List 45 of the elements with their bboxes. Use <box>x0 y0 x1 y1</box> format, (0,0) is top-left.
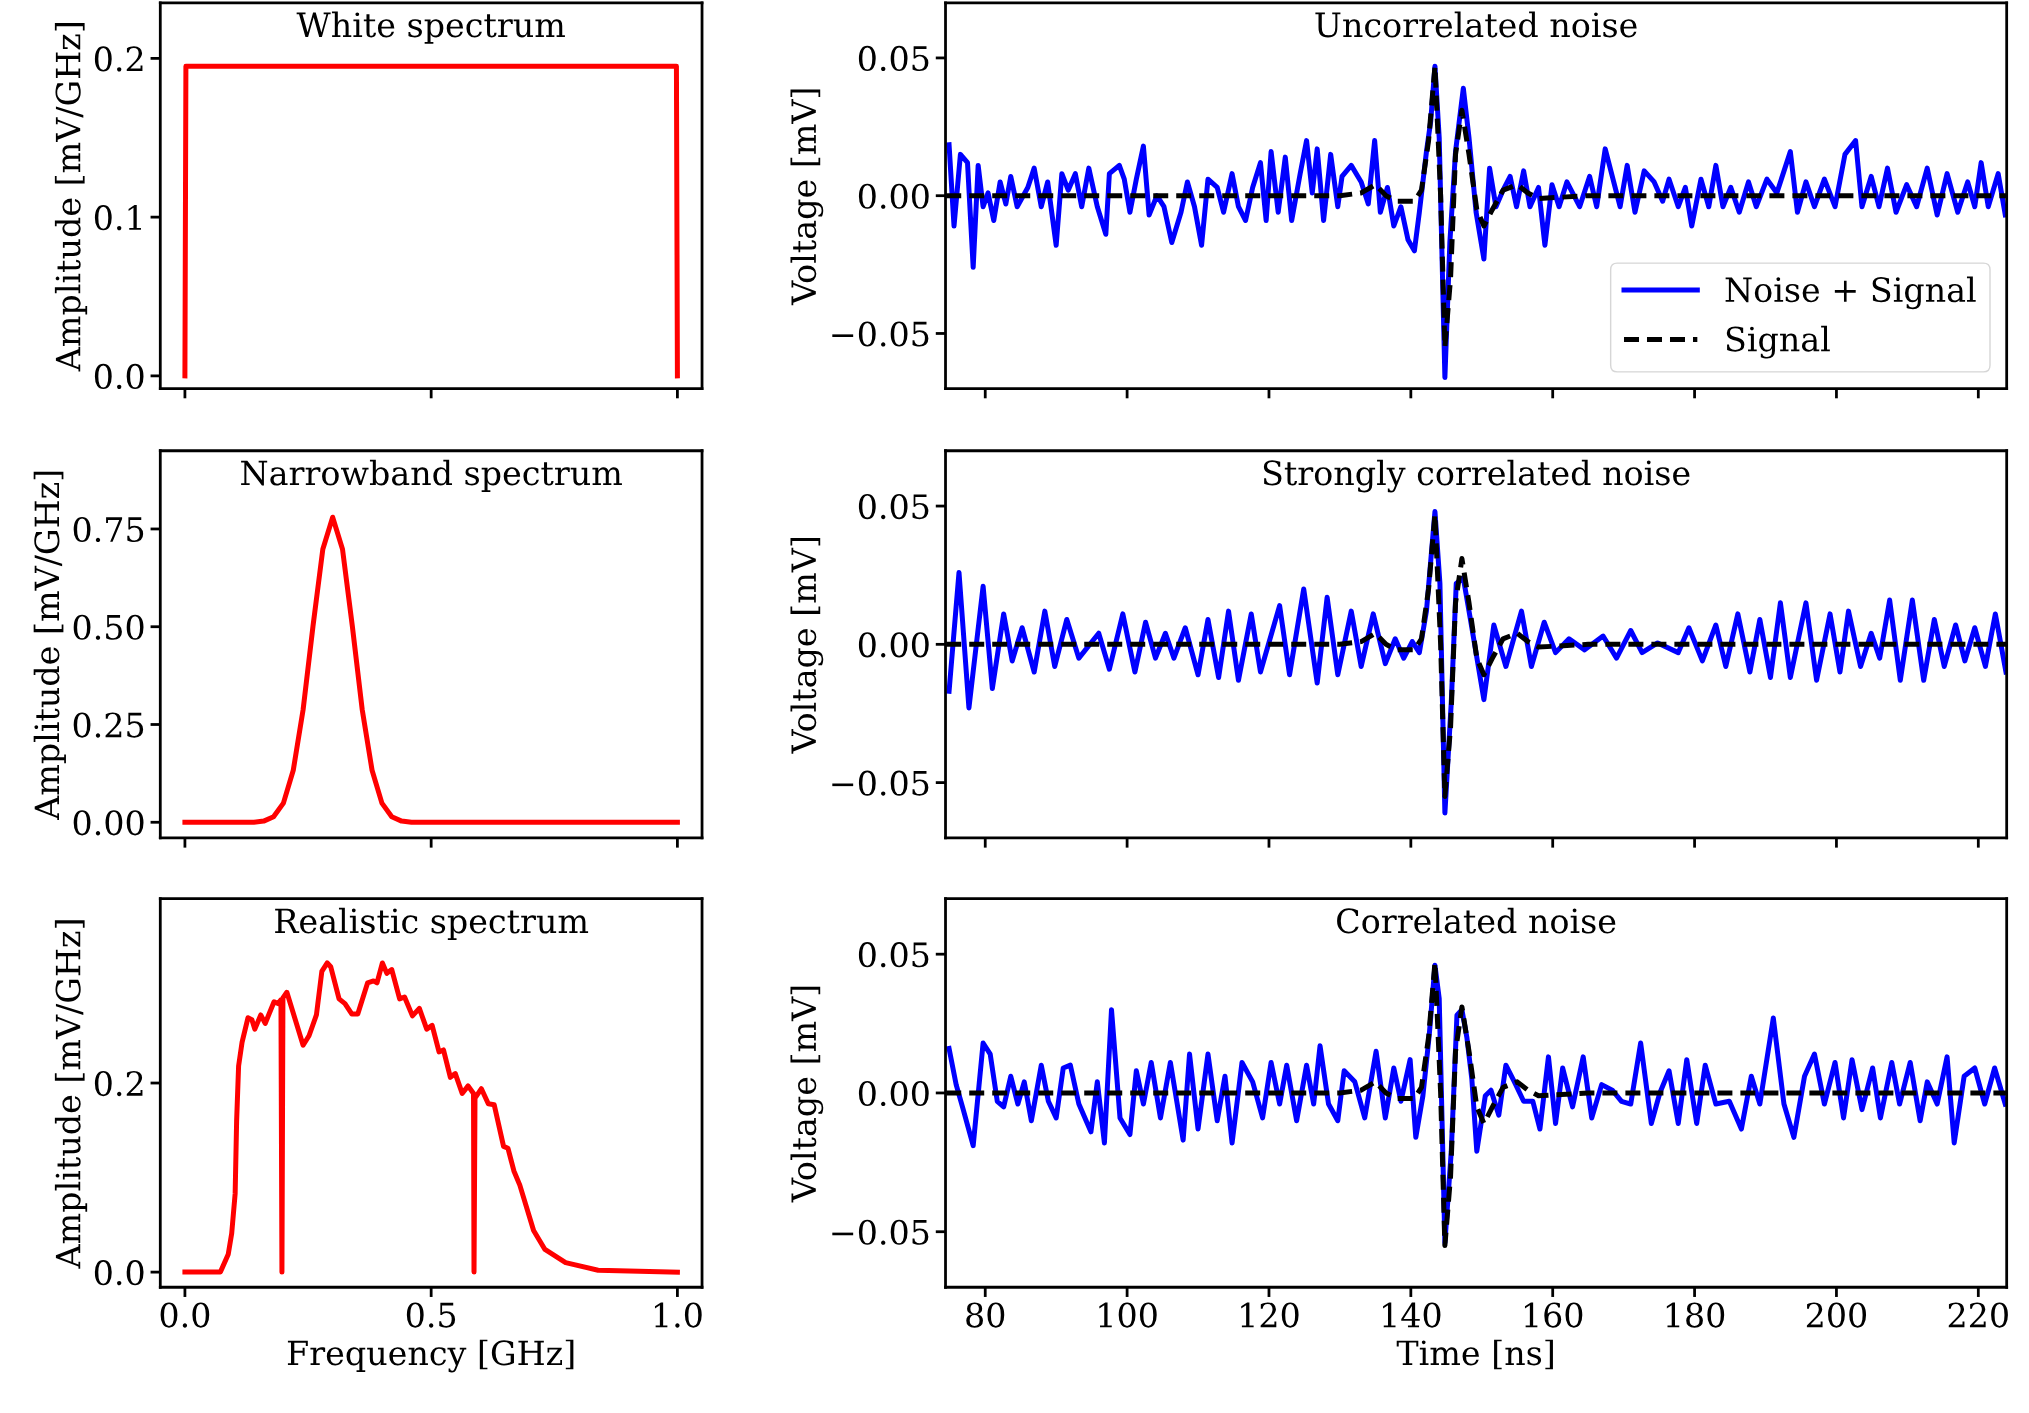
y-tick-label: 0.05 <box>858 942 929 968</box>
x-tick-label: 100 <box>1099 1302 1157 1328</box>
y-tick-label: 0.2 <box>94 1070 143 1097</box>
legend-label: Signal <box>1726 325 1830 359</box>
y-tick-label: 0.00 <box>858 1080 929 1107</box>
y-tick-label: −0.05 <box>832 770 929 796</box>
y-tick-label: 0.00 <box>73 810 144 836</box>
y-tick-label: 0.1 <box>94 205 141 231</box>
chart-title: Correlated noise <box>1337 907 1616 934</box>
y-axis-title: Amplitude [mV/GHz] <box>33 471 66 821</box>
legend-label: Noise + Signal <box>1725 276 1976 310</box>
y-axis-title: Voltage [mV] <box>790 986 824 1203</box>
y-tick-label: 0.25 <box>73 712 144 738</box>
y-tick-label: 0.0 <box>94 1260 144 1286</box>
y-tick-label: 0.05 <box>858 45 929 72</box>
x-axis-title: Frequency [GHz] <box>287 1339 574 1373</box>
x-tick-label: 120 <box>1241 1302 1299 1328</box>
x-tick-label: 160 <box>1524 1302 1583 1328</box>
y-axis-title: Amplitude [mV/GHz] <box>54 920 88 1269</box>
chart-title: Strongly correlated noise <box>1263 459 1690 493</box>
y-tick-label: 0.50 <box>73 614 144 640</box>
chart-title: Realistic spectrum <box>275 907 589 941</box>
y-tick-label: −0.05 <box>832 321 929 347</box>
chart-title: White spectrum <box>296 11 565 44</box>
y-axis-title: Amplitude [mV/GHz] <box>54 23 88 372</box>
x-tick-label: 0.5 <box>406 1302 456 1328</box>
y-tick-label: −0.05 <box>832 1219 929 1245</box>
y-tick-label: 0.0 <box>94 363 144 390</box>
x-tick-label: 180 <box>1666 1302 1725 1328</box>
y-tick-label: 0.00 <box>858 183 929 209</box>
x-tick-label: 1.0 <box>654 1302 702 1328</box>
x-tick-label: 80 <box>966 1302 1005 1328</box>
y-tick-label: 0.05 <box>858 493 929 520</box>
y-tick-label: 0.2 <box>94 46 143 72</box>
y-axis-title: Voltage [mV] <box>790 538 824 754</box>
x-tick-label: 0.0 <box>160 1302 210 1328</box>
chart-title: Narrowband spectrum <box>241 459 622 492</box>
y-axis-title: Voltage [mV] <box>790 89 824 306</box>
chart-title: Uncorrelated noise <box>1315 11 1637 38</box>
x-axis-title: Time [ns] <box>1396 1339 1553 1370</box>
x-tick-label: 200 <box>1806 1302 1867 1328</box>
x-tick-label: 140 <box>1383 1302 1441 1328</box>
x-tick-label: 220 <box>1948 1302 2008 1328</box>
y-tick-label: 0.75 <box>73 516 144 543</box>
y-tick-label: 0.00 <box>858 632 929 658</box>
